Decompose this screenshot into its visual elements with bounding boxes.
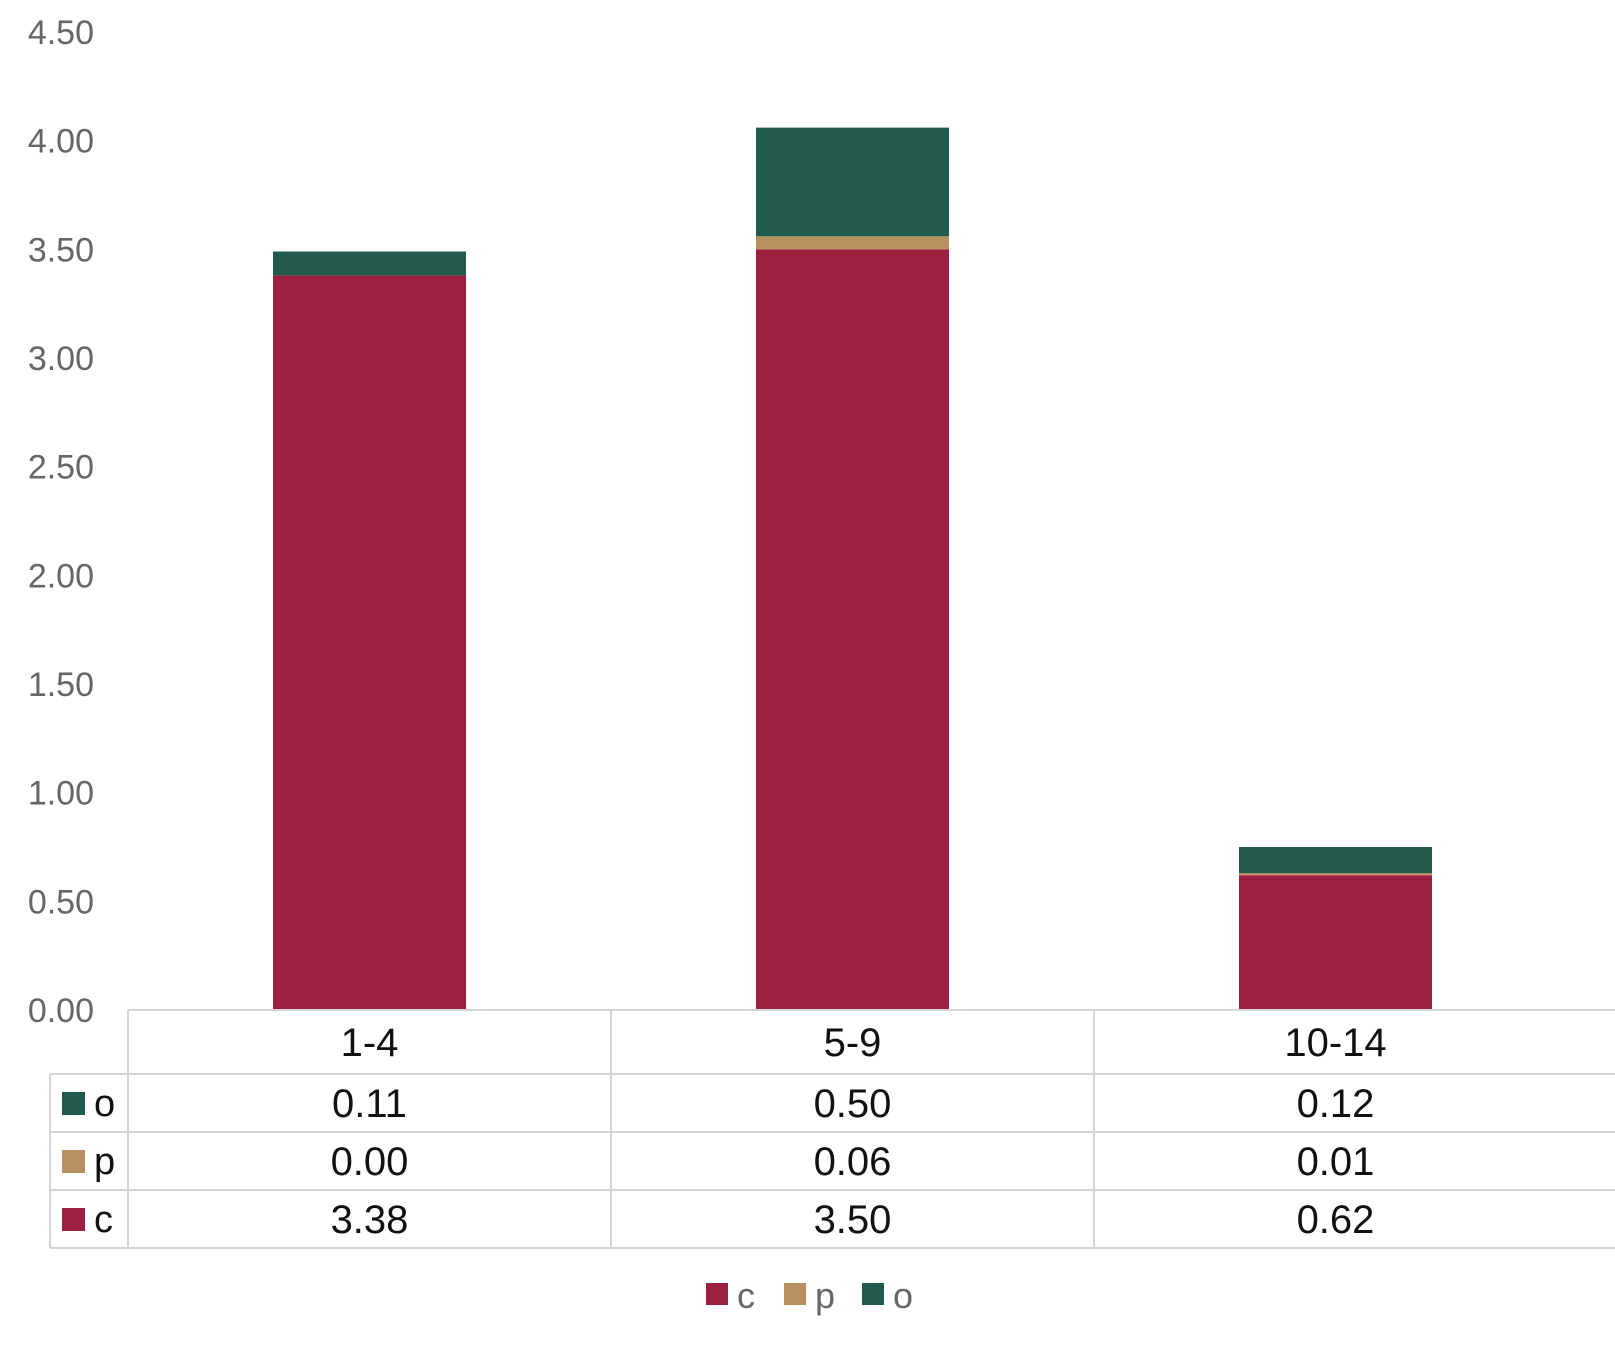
y-tick-label: 4.50 [28, 14, 94, 52]
y-tick-label: 3.00 [28, 340, 94, 378]
y-axis: 0.00 0.50 1.00 1.50 2.00 2.50 3.00 3.50 4.00 4.50 [28, 14, 94, 1030]
table-key-swatch [62, 1150, 85, 1173]
bars [273, 127, 1432, 1011]
table-key-swatch [62, 1208, 85, 1231]
bar-segment-p [756, 236, 949, 250]
table-cell: 0.12 [1297, 1082, 1375, 1126]
bar-segment-p [1239, 873, 1432, 876]
bar-segment-o [273, 251, 466, 276]
table-cell: 0.00 [331, 1140, 409, 1184]
table-cell: 0.62 [1297, 1198, 1375, 1242]
legend-label-p: p [815, 1275, 835, 1316]
y-tick-label: 2.00 [28, 557, 94, 595]
table-cell: 3.38 [331, 1198, 409, 1242]
table-cell: 0.50 [814, 1082, 892, 1126]
bar-segment-c [273, 275, 466, 1010]
bar-segment-c [1239, 875, 1432, 1010]
data-table: 1-4 5-9 10-14 o 0.11 0.50 0.12 p 0.00 0.06 0.01 c 3.… [49, 1009, 1615, 1249]
table-row-label: p [94, 1141, 115, 1183]
y-tick-label: 2.50 [28, 449, 94, 487]
table-key-swatch [62, 1092, 85, 1115]
table-cell: 0.11 [332, 1082, 407, 1126]
table-row-label: c [94, 1199, 113, 1241]
legend-swatch-p [784, 1283, 806, 1305]
bar-segment-c [756, 249, 949, 1011]
x-tick-label: 1-4 [341, 1021, 399, 1065]
table-cell: 3.50 [814, 1198, 892, 1242]
y-tick-label: 0.50 [28, 883, 94, 921]
y-tick-label: 1.50 [28, 666, 94, 704]
legend-label-o: o [893, 1275, 913, 1316]
legend-swatch-o [862, 1283, 884, 1305]
y-tick-label: 1.00 [28, 775, 94, 813]
y-tick-label: 3.50 [28, 231, 94, 269]
table-cell: 0.01 [1297, 1140, 1375, 1184]
legend-swatch-c [706, 1283, 728, 1305]
legend-label-c: c [737, 1275, 755, 1316]
x-tick-label: 10-14 [1284, 1021, 1386, 1065]
table-cell: 0.06 [814, 1140, 892, 1184]
x-tick-label: 5-9 [824, 1021, 882, 1065]
y-tick-label: 0.00 [28, 992, 94, 1030]
table-row-label: o [94, 1083, 115, 1125]
bar-segment-o [756, 127, 949, 237]
bar-segment-o [1239, 847, 1432, 874]
y-tick-label: 4.00 [28, 123, 94, 161]
